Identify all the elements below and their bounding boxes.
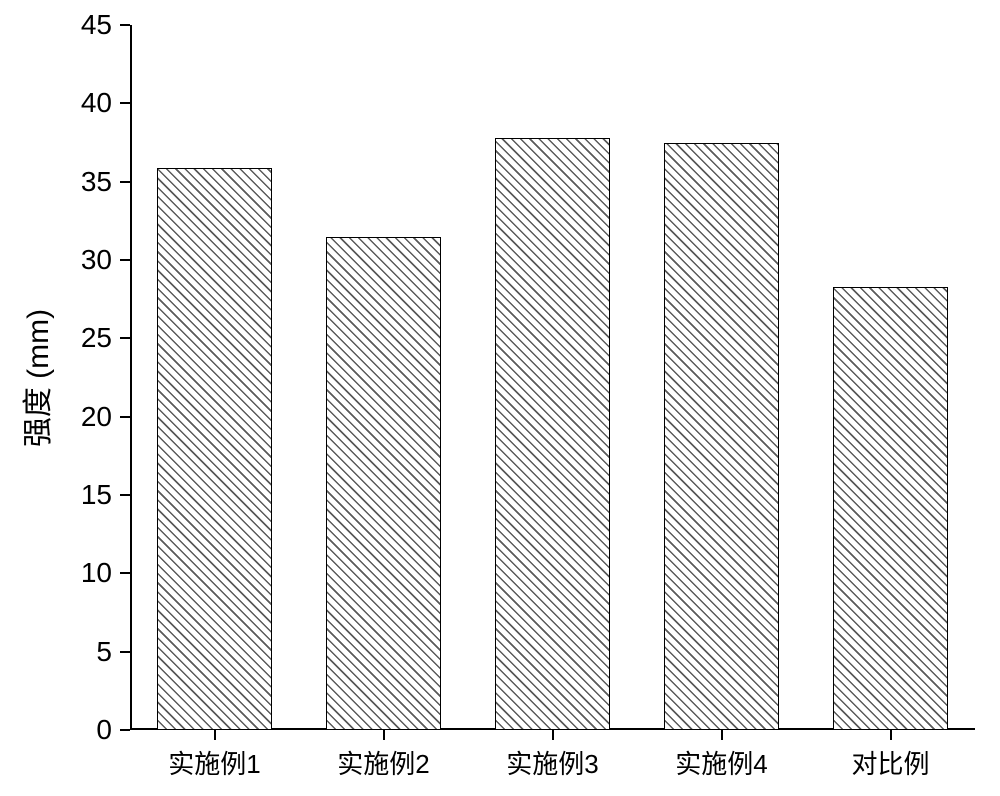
x-tick-label: 实施例3 (506, 744, 598, 781)
x-tick (383, 730, 385, 740)
x-tick-label: 对比例 (851, 744, 929, 781)
y-tick (120, 729, 130, 731)
y-tick-label: 40 (0, 87, 112, 119)
y-tick-label: 35 (0, 166, 112, 198)
y-tick-label: 20 (0, 401, 112, 433)
y-tick (120, 24, 130, 26)
y-tick (120, 416, 130, 418)
y-tick (120, 102, 130, 104)
y-tick-label: 5 (0, 636, 112, 668)
y-tick (120, 494, 130, 496)
y-tick-label: 0 (0, 714, 112, 746)
bar (326, 237, 441, 731)
bar (495, 138, 610, 730)
y-tick-label: 30 (0, 244, 112, 276)
y-tick-label: 45 (0, 9, 112, 41)
x-tick (214, 730, 216, 740)
bar (157, 168, 272, 730)
x-tick-label: 实施例4 (675, 744, 767, 781)
x-tick-label: 实施例1 (168, 744, 260, 781)
x-tick (552, 730, 554, 740)
x-tick-label: 实施例2 (337, 744, 429, 781)
y-tick-label: 10 (0, 557, 112, 589)
bar-chart: 强度 (mm) 051015202530354045实施例1实施例2实施例3实施… (0, 0, 1000, 796)
bar (833, 287, 948, 730)
y-tick (120, 651, 130, 653)
y-tick-label: 15 (0, 479, 112, 511)
y-tick (120, 337, 130, 339)
bar (664, 143, 779, 731)
x-tick (890, 730, 892, 740)
y-tick-label: 25 (0, 322, 112, 354)
y-tick (120, 259, 130, 261)
x-tick (721, 730, 723, 740)
y-tick (120, 181, 130, 183)
y-tick (120, 572, 130, 574)
